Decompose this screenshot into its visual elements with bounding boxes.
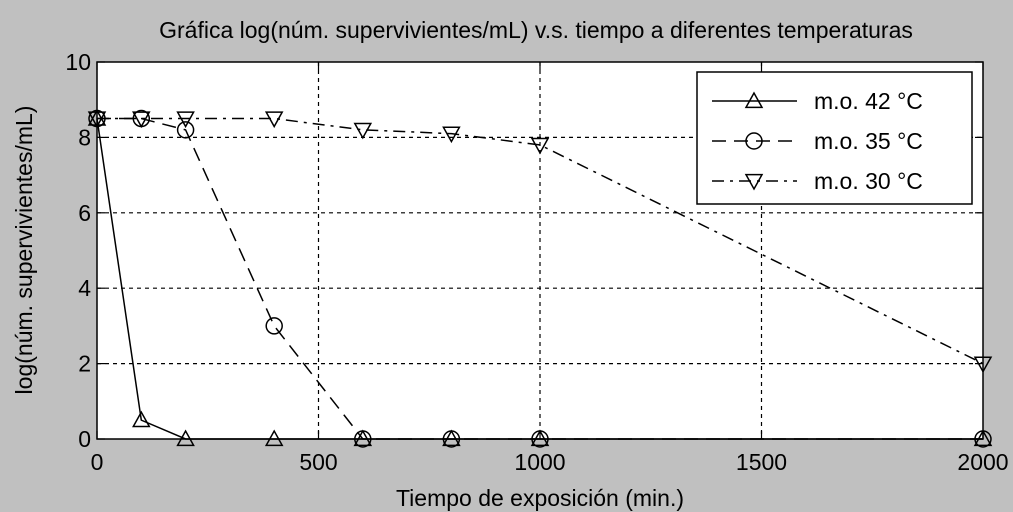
chart-title: Gráfica log(núm. supervivientes/mL) v.s.… <box>159 17 913 43</box>
data-point-triangle-down <box>442 126 461 144</box>
y-tick-label: 4 <box>78 275 91 301</box>
legend-label: m.o. 30 °C <box>814 168 923 194</box>
x-tick-label: 1000 <box>514 449 565 475</box>
data-point-triangle-up <box>442 429 461 447</box>
y-tick-label: 2 <box>78 351 91 377</box>
y-tick-label: 10 <box>65 49 91 75</box>
data-point-triangle-down <box>264 111 284 129</box>
legend-entry: m.o. 42 °C <box>712 88 923 114</box>
data-point-triangle-down <box>530 137 550 155</box>
data-point-triangle-up <box>973 429 993 447</box>
legend-marker <box>745 132 763 150</box>
x-tick-label: 2000 <box>957 449 1008 475</box>
y-tick-label: 8 <box>78 124 91 150</box>
legend-marker <box>744 173 764 191</box>
legend-entry: m.o. 35 °C <box>712 128 923 154</box>
x-tick-label: 0 <box>91 449 104 475</box>
data-point-triangle-up <box>132 410 151 428</box>
legend-box <box>696 71 973 205</box>
data-point-triangle-down <box>176 111 195 129</box>
legend-label: m.o. 42 °C <box>814 88 923 114</box>
y-tick-label: 6 <box>78 200 91 226</box>
data-point-circle <box>265 317 283 335</box>
legend-marker <box>744 91 764 109</box>
series-line-triangle-down <box>97 117 984 365</box>
legend: m.o. 42 °C m.o. 35 °C m.o. 30 °C <box>696 71 973 205</box>
x-tick-label: 500 <box>299 449 337 475</box>
data-point-triangle-down <box>353 122 373 140</box>
legend-items: m.o. 42 °C m.o. 35 °C m.o. 30 °C <box>712 88 923 194</box>
data-point-triangle-up <box>530 429 550 447</box>
y-axis-label: log(núm. supervivientes/mL) <box>11 106 37 395</box>
data-point-triangle-down <box>132 111 151 129</box>
axis-ticks: 0 500 1000 1500 2000 0 2 4 6 8 10 <box>65 49 1008 475</box>
legend-label: m.o. 35 °C <box>814 128 923 154</box>
legend-entry: m.o. 30 °C <box>712 168 923 194</box>
data-point-triangle-up <box>353 429 373 447</box>
x-axis-label: Tiempo de exposición (min.) <box>396 485 684 511</box>
x-tick-label: 1500 <box>736 449 787 475</box>
data-point-triangle-up <box>264 429 284 447</box>
data-point-circle <box>176 121 195 139</box>
y-tick-label: 0 <box>78 426 91 452</box>
data-point-triangle-up <box>176 429 195 447</box>
